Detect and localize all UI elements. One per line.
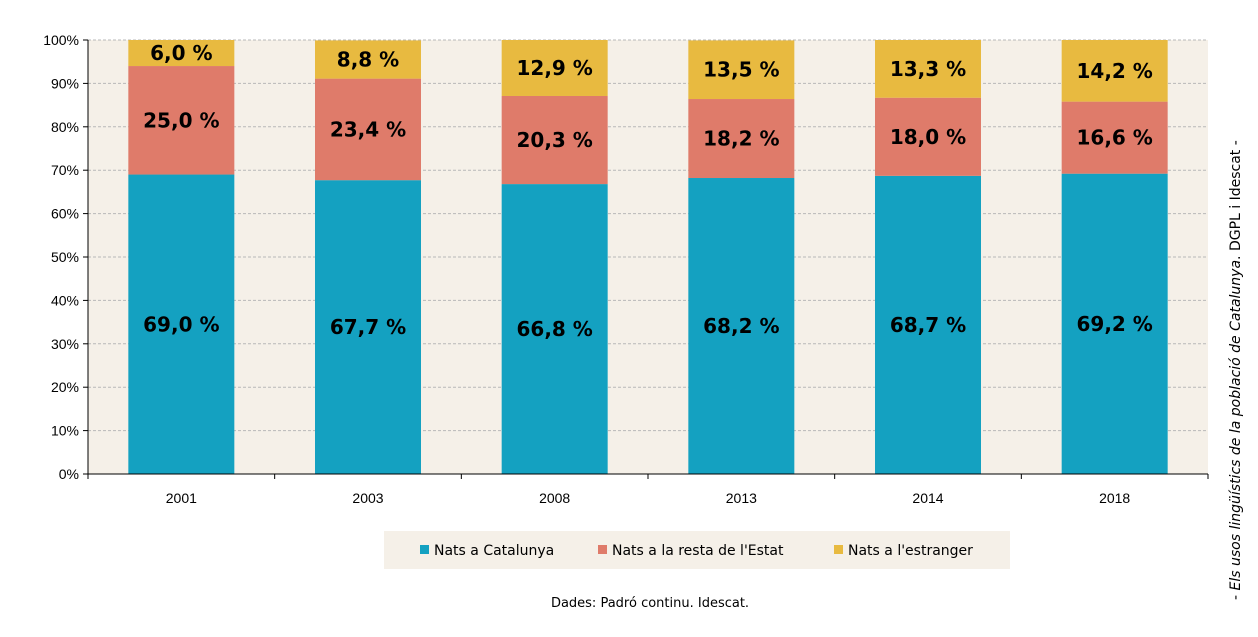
data-label: 69,2 % xyxy=(1076,312,1152,336)
data-label: 68,2 % xyxy=(703,314,779,338)
y-tick-label: 50% xyxy=(51,249,79,265)
data-label: 13,3 % xyxy=(890,57,966,81)
data-label: 67,7 % xyxy=(330,315,406,339)
y-tick-label: 100% xyxy=(43,32,79,48)
credit-title: Els usos lingüístics de la població de C… xyxy=(1228,259,1244,591)
x-tick-label: 2018 xyxy=(1099,490,1130,506)
bar-labels: 69,0 % 25,0 % 6,0 % 67,7 % 23,4 % 8,8 % 66,8 %… xyxy=(143,41,1153,341)
legend-box xyxy=(384,531,1010,569)
data-label: 20,3 % xyxy=(516,128,592,152)
legend-swatch xyxy=(834,545,843,554)
y-tick-label: 60% xyxy=(51,206,79,222)
legend-label: Nats a l'estranger xyxy=(848,543,973,559)
data-label: 69,0 % xyxy=(143,312,219,336)
bar-segment xyxy=(315,180,421,474)
bar-segment xyxy=(1061,101,1168,174)
bar-segment xyxy=(875,97,981,176)
y-tick-label: 10% xyxy=(51,423,79,439)
data-label: 18,2 % xyxy=(703,127,779,151)
x-tick-label: 2008 xyxy=(539,490,570,506)
bar-segment xyxy=(875,40,981,98)
axes: 0% 10% 20% 30% 40% 50% 60% 70% 80% 90% 100% 2001 200… xyxy=(43,32,1209,506)
data-label: 18,0 % xyxy=(890,125,966,149)
bar-segment xyxy=(688,178,795,474)
y-tick-label: 80% xyxy=(51,119,79,135)
x-tick-label: 2013 xyxy=(726,490,757,506)
bar-segment xyxy=(501,40,608,96)
data-label: 68,7 % xyxy=(890,313,966,337)
legend-swatch xyxy=(420,545,429,554)
bar-segment xyxy=(688,40,795,100)
x-tick-label: 2014 xyxy=(912,490,943,506)
data-label: 25,0 % xyxy=(143,108,219,132)
data-label: 12,9 % xyxy=(516,56,592,80)
credit-suffix: . DGPL i Idescat - xyxy=(1228,140,1244,260)
bar-segment xyxy=(1061,173,1168,474)
gridlines xyxy=(88,39,1208,432)
bar-segment xyxy=(501,95,608,185)
legend-swatch xyxy=(598,545,607,554)
bar-segment xyxy=(1061,40,1168,102)
data-label: 16,6 % xyxy=(1076,126,1152,150)
credit-prefix: - xyxy=(1228,590,1244,600)
legend: Nats a Catalunya Nats a la resta de l'Est… xyxy=(384,531,1010,569)
x-tick-label: 2001 xyxy=(166,490,197,506)
bar-segment xyxy=(315,40,421,79)
legend-label: Nats a Catalunya xyxy=(434,543,554,559)
bar-segment xyxy=(315,78,421,181)
data-label: 66,8 % xyxy=(516,317,592,341)
x-tick-label: 2003 xyxy=(352,490,383,506)
credit-line: - Els usos lingüístics de la població de… xyxy=(1228,10,1248,600)
data-label: 6,0 % xyxy=(150,41,212,65)
y-tick-label: 30% xyxy=(51,336,79,352)
bar-segment xyxy=(128,40,235,67)
y-tick-label: 40% xyxy=(51,292,79,308)
bar-segment xyxy=(875,175,981,475)
bar-segment xyxy=(501,184,608,474)
legend-label: Nats a la resta de l'Estat xyxy=(612,543,784,559)
y-tick-label: 20% xyxy=(51,379,79,395)
y-tick-label: 90% xyxy=(51,75,79,91)
bar-segment xyxy=(688,99,795,179)
data-label: 14,2 % xyxy=(1076,59,1152,83)
bar-segment xyxy=(128,66,235,175)
data-label: 8,8 % xyxy=(337,48,399,72)
bar-segment xyxy=(128,174,235,475)
bars xyxy=(128,40,1168,475)
source-note: Dades: Padró continu. Idescat. xyxy=(550,596,750,611)
data-label: 23,4 % xyxy=(330,117,406,141)
y-tick-label: 70% xyxy=(51,162,79,178)
y-tick-label: 0% xyxy=(59,466,79,482)
data-label: 13,5 % xyxy=(703,58,779,82)
